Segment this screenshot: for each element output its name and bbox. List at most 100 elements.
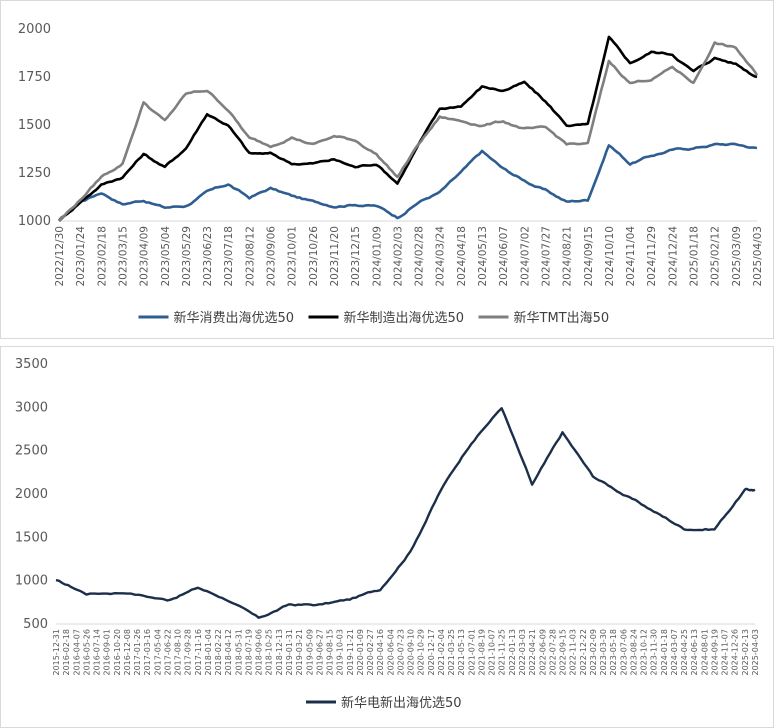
x-tick-label: 2025/04/03 <box>752 226 764 287</box>
x-tick-label: 2016-07-14 <box>93 629 102 676</box>
legend-label: 新华制造出海优选50 <box>344 310 465 326</box>
legend-label: 新华TMT出海50 <box>514 310 610 326</box>
x-tick-label: 2024/07/02 <box>519 226 531 287</box>
x-tick-label: 2020-01-09 <box>356 629 365 676</box>
x-tick-label: 2021-02-04 <box>437 629 446 676</box>
y-tick-label: 1500 <box>18 118 51 133</box>
x-tick-label: 2021-08-19 <box>477 629 486 676</box>
x-tick-label: 2024-12-26 <box>731 629 740 676</box>
x-tick-label: 2017-03-16 <box>143 629 152 676</box>
x-tick-label: 2017-05-04 <box>153 629 162 676</box>
series-line <box>58 41 759 222</box>
x-tick-label: 2024-11-07 <box>721 629 730 676</box>
x-tick-label: 2024-06-13 <box>690 629 699 676</box>
x-tick-label: 2023/08/12 <box>244 226 256 287</box>
x-tick-label: 2024-08-01 <box>700 629 709 676</box>
x-tick-label: 2020-04-16 <box>376 629 385 676</box>
x-tick-label: 2024/11/29 <box>646 226 658 287</box>
x-tick-label: 2022-06-09 <box>538 629 547 676</box>
chart-panel-bottom: 500 1000 1500 2000 2500 3000 3500 2015-12-31 201… <box>0 346 774 728</box>
x-tick-label: 2020-02-27 <box>366 629 375 676</box>
x-tick-label: 2023/07/18 <box>223 226 235 287</box>
x-tick-label: 2023/12/15 <box>350 226 362 287</box>
x-tick-label: 2024/12/24 <box>667 226 679 287</box>
x-tick-label: 2024/11/04 <box>625 226 637 287</box>
x-tick-label: 2024/04/18 <box>456 226 468 287</box>
x-tick-label: 2018-05-31 <box>234 629 243 676</box>
y-tick-label: 1000 <box>18 214 51 229</box>
x-tick-label: 2023/05/29 <box>181 226 193 287</box>
x-tick-label: 2020-07-23 <box>396 629 405 676</box>
x-tick-label: 2024-04-25 <box>680 629 689 676</box>
x-tick-label: 2023/06/23 <box>202 226 214 287</box>
x-tick-label: 2018-07-19 <box>244 629 253 676</box>
x-tick-label: 2018-10-25 <box>265 629 274 676</box>
x-tick-label: 2017-11-16 <box>194 629 203 676</box>
x-tick-label: 2022-07-28 <box>548 629 557 676</box>
x-tick-label: 2023-03-30 <box>599 629 608 676</box>
x-tick-label: 2025-04-03 <box>751 629 760 676</box>
x-tick-label: 2019-06-27 <box>315 629 324 676</box>
x-tick-label: 2022-09-15 <box>559 629 568 676</box>
x-tick-label: 2025-02-13 <box>741 629 750 676</box>
x-tick-label: 2023/10/01 <box>287 226 299 287</box>
chart-panel-top: 1000 1250 1500 1750 2000 2022/12/30 2023/01/24… <box>0 0 774 339</box>
y-tick-label: 3000 <box>15 400 48 415</box>
legend-label: 新华消费出海优选50 <box>174 310 295 326</box>
series-line <box>58 35 758 222</box>
x-tick-label: 2019-03-21 <box>295 629 304 676</box>
x-tick-label: 2024/07/27 <box>540 226 552 287</box>
legend-label: 新华电新出海优选50 <box>341 695 462 711</box>
x-tick-label: 2023/04/09 <box>139 226 151 287</box>
x-tick-label: 2022-04-21 <box>528 629 537 676</box>
y-tick-label: 1500 <box>15 530 48 545</box>
x-tick-label: 2022-01-13 <box>508 629 517 676</box>
x-tick-label: 2016-09-01 <box>103 629 112 676</box>
x-tick-label: 2023/09/06 <box>266 226 278 287</box>
x-tick-label: 2025/01/18 <box>689 226 701 287</box>
y-tick-label: 2000 <box>18 22 51 37</box>
series-line <box>58 142 758 222</box>
x-tick-label: 2025/02/12 <box>710 226 722 287</box>
x-tick-label: 2017-08-10 <box>174 629 183 676</box>
x-tick-label: 2020-09-10 <box>407 629 416 676</box>
x-tick-label: 2022-03-03 <box>518 629 527 676</box>
x-tick-label: 2018-01-04 <box>204 629 213 676</box>
x-tick-label: 2023/01/24 <box>75 226 87 287</box>
x-tick-label: 2021-05-13 <box>457 629 466 676</box>
x-tick-label: 2023-07-06 <box>619 629 628 676</box>
x-tick-label: 2017-09-28 <box>184 629 193 676</box>
x-tick-label: 2020-06-04 <box>386 629 395 676</box>
x-tick-label: 2024/02/03 <box>392 226 404 287</box>
x-tick-label: 2024/05/13 <box>477 226 489 287</box>
x-tick-label: 2020-12-17 <box>427 629 436 676</box>
x-tick-label: 2021-03-25 <box>447 629 456 676</box>
series-line <box>55 407 756 619</box>
x-tick-label: 2023-10-12 <box>640 629 649 676</box>
x-tick-label: 2024/09/15 <box>583 226 595 287</box>
line-chart-top: 1000 1250 1500 1750 2000 2022/12/30 2023/01/24… <box>18 22 764 326</box>
y-tick-label: 1000 <box>15 574 48 589</box>
x-tick-label: 2017-01-26 <box>133 629 142 676</box>
x-tick-label: 2024-09-19 <box>710 629 719 676</box>
x-tick-label: 2015-12-31 <box>52 629 61 676</box>
x-tick-label: 2024/06/07 <box>498 226 510 287</box>
x-tick-label: 2021-07-01 <box>467 629 476 676</box>
y-tick-label: 2000 <box>15 487 48 502</box>
y-tick-label: 1250 <box>18 166 51 181</box>
x-tick-label: 2024/10/10 <box>604 226 616 287</box>
x-tick-label: 2018-02-22 <box>214 629 223 676</box>
x-tick-label: 2024-01-18 <box>660 629 669 676</box>
x-tick-label: 2023/03/15 <box>117 226 129 287</box>
x-tick-label: 2023/11/20 <box>329 226 341 287</box>
x-tick-label: 2023-11-30 <box>650 629 659 676</box>
y-tick-label: 500 <box>23 617 48 632</box>
x-tick-label: 2024-03-07 <box>670 629 679 676</box>
x-tick-label: 2016-04-07 <box>72 629 81 676</box>
x-tick-label: 2023-08-24 <box>629 629 638 676</box>
x-tick-label: 2023/05/04 <box>160 226 172 287</box>
x-tick-label: 2019-01-31 <box>285 629 294 676</box>
x-tick-label: 2024/02/28 <box>414 226 426 287</box>
x-tick-label: 2020-10-29 <box>417 629 426 676</box>
